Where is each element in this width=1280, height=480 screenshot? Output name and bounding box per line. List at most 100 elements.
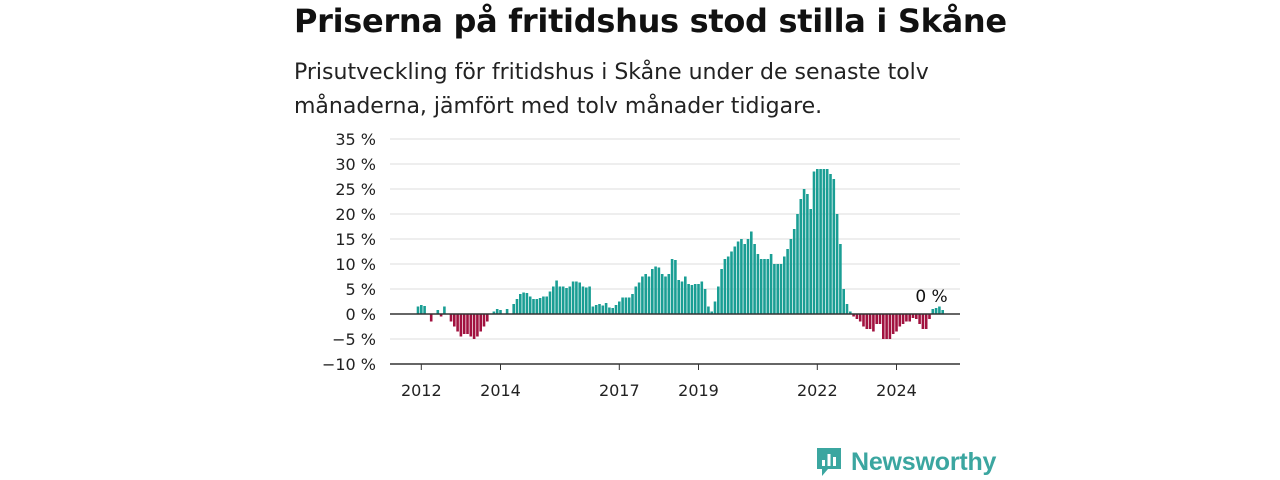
bar bbox=[535, 299, 539, 314]
bar bbox=[855, 314, 859, 319]
y-tick-label: 15 % bbox=[335, 230, 376, 249]
bar bbox=[720, 269, 723, 314]
bar bbox=[832, 179, 836, 314]
bar bbox=[456, 314, 459, 332]
newsworthy-logo: Newsworthy bbox=[815, 446, 996, 478]
y-tick-label: 30 % bbox=[335, 155, 376, 174]
bar bbox=[449, 314, 453, 322]
bar bbox=[624, 297, 628, 314]
bar bbox=[634, 286, 638, 314]
bar bbox=[717, 286, 720, 314]
brand-name: Newsworthy bbox=[851, 447, 997, 476]
bar bbox=[934, 308, 938, 314]
bar bbox=[651, 269, 654, 314]
bar bbox=[924, 314, 928, 329]
bar bbox=[872, 314, 875, 332]
bar bbox=[769, 254, 773, 314]
bar bbox=[568, 286, 572, 314]
bar bbox=[591, 306, 595, 314]
bar bbox=[479, 314, 482, 332]
chart-card: Priserna på fritidshus stod stilla i Skå… bbox=[294, 0, 1007, 480]
bar bbox=[816, 169, 819, 314]
bar bbox=[753, 244, 756, 314]
bar bbox=[571, 281, 575, 314]
bar bbox=[647, 276, 651, 314]
bar bbox=[657, 267, 661, 314]
bar bbox=[631, 294, 634, 314]
bar bbox=[558, 286, 562, 314]
bar bbox=[928, 314, 931, 319]
bar bbox=[723, 259, 727, 314]
bar bbox=[538, 298, 542, 314]
bar bbox=[436, 310, 440, 314]
bar bbox=[542, 296, 545, 314]
x-tick-label: 2022 bbox=[797, 381, 838, 400]
bar bbox=[809, 209, 812, 314]
bar bbox=[829, 174, 832, 314]
bar bbox=[575, 281, 578, 314]
bar bbox=[486, 314, 489, 322]
axes bbox=[390, 313, 960, 370]
bar bbox=[482, 314, 486, 327]
x-tick-label: 2019 bbox=[678, 381, 719, 400]
bar bbox=[515, 299, 519, 314]
bar bbox=[499, 310, 502, 314]
bar bbox=[746, 239, 750, 314]
y-tick-label: 35 % bbox=[335, 130, 376, 149]
x-tick-label: 2024 bbox=[876, 381, 917, 400]
bar bbox=[697, 284, 700, 314]
bar bbox=[812, 171, 816, 314]
bar bbox=[495, 309, 499, 314]
bar bbox=[548, 291, 552, 314]
bar bbox=[703, 289, 707, 314]
bar bbox=[565, 288, 568, 314]
bar bbox=[641, 276, 644, 314]
bar bbox=[865, 314, 869, 329]
bar bbox=[938, 306, 941, 314]
bar bbox=[845, 304, 849, 314]
bar bbox=[878, 314, 882, 324]
bar bbox=[552, 286, 555, 314]
bar bbox=[585, 287, 588, 314]
bar bbox=[670, 259, 674, 314]
bar bbox=[901, 314, 905, 324]
bar bbox=[740, 239, 743, 314]
bar bbox=[888, 314, 892, 339]
bar bbox=[594, 305, 598, 314]
chart-title: Priserna på fritidshus stod stilla i Skå… bbox=[294, 2, 1007, 40]
chart-subtitle: Prisutveckling för fritidshus i Skåne un… bbox=[294, 60, 929, 119]
bar bbox=[581, 286, 585, 314]
bar bbox=[621, 297, 624, 314]
bar bbox=[611, 308, 614, 314]
gridlines bbox=[390, 138, 960, 340]
bar bbox=[911, 314, 915, 318]
y-tick-label: −5 % bbox=[332, 330, 376, 349]
bar bbox=[868, 314, 872, 329]
bar bbox=[522, 292, 525, 314]
bar bbox=[875, 314, 878, 324]
bar bbox=[802, 189, 806, 314]
bar bbox=[915, 314, 918, 319]
bar bbox=[849, 311, 852, 314]
bar bbox=[700, 281, 704, 314]
bar bbox=[693, 284, 697, 314]
bar bbox=[420, 305, 423, 314]
bar bbox=[819, 169, 822, 314]
bar bbox=[908, 314, 911, 322]
bar bbox=[779, 264, 783, 314]
bar bbox=[614, 305, 618, 314]
bar bbox=[472, 314, 476, 339]
labels: 35 % 30 % 25 % 20 % 15 % 10 % 5 % 0 % −5 % −10 % 2… bbox=[322, 130, 948, 400]
bar bbox=[677, 280, 680, 314]
y-tick-label: 5 % bbox=[346, 280, 376, 299]
bar bbox=[684, 276, 687, 314]
bar bbox=[773, 264, 776, 314]
bar bbox=[664, 276, 667, 314]
bar bbox=[905, 314, 908, 322]
bar bbox=[578, 282, 581, 314]
bar bbox=[759, 259, 763, 314]
bar bbox=[730, 251, 733, 314]
bar bbox=[789, 239, 793, 314]
bar bbox=[858, 314, 862, 322]
bar bbox=[528, 296, 532, 314]
